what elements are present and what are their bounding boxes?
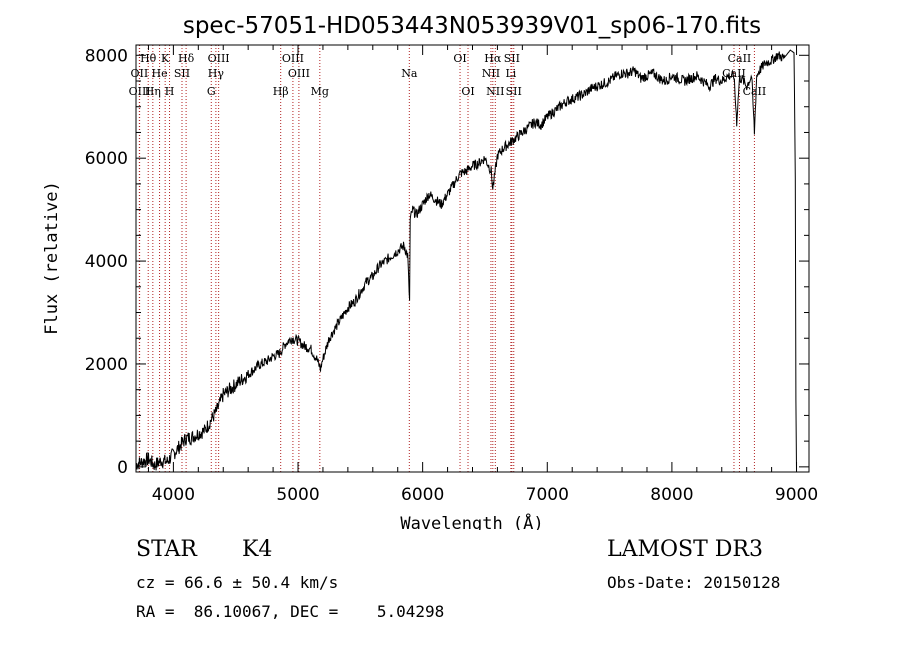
y-tick-label-1: 2000 [85,355,128,375]
line-label-20: NII [482,67,500,80]
line-markers [138,45,755,472]
x-tick-label-3: 7000 [526,485,569,505]
y-tick-label-3: 6000 [85,149,128,169]
line-label-24: SII [506,85,522,98]
line-label-2: OIII [129,85,151,98]
survey-name: LAMOST DR3 [607,537,763,562]
plot-frame [135,44,810,473]
chart-title: spec-57051-HD053443N053939V01_sp06-170.f… [183,13,761,39]
axis-ticks: 4000 5000 6000 7000 8000 9000 0 2000 4000 6000 800… [85,45,818,505]
line-label-6: SII [174,67,190,80]
line-label-4: He [152,67,168,80]
spectrum-chart: spec-57051-HD053443N053939V01_sp06-170.f… [42,13,818,530]
line-label-25: CaII [728,52,752,65]
redshift-velocity: cz = 66.6 ± 50.4 km/s [136,573,339,592]
line-label-19: Hα [484,52,502,65]
y-axis-label: Flux (relative) [42,181,62,335]
x-tick-label-0: 4000 [152,485,195,505]
line-label-22: SII [504,52,520,65]
line-label-21: NII [486,85,504,98]
line-label-11: G [207,85,216,98]
line-label-14: OIII [288,67,310,80]
spectrum-line [135,49,797,472]
line-label-15: Mg [311,85,329,98]
x-axis-label: Wavelength (Å) [400,512,543,530]
observation-date: Obs-Date: 20150128 [607,573,781,592]
spectral-subclass: K4 [242,537,273,562]
line-label-13: OIII [282,52,304,65]
line-label-27: CaII [743,85,767,98]
line-label-17: OI [453,52,466,65]
y-tick-label-2: 4000 [85,252,128,272]
line-label-16: Na [401,67,418,80]
x-tick-label-2: 6000 [401,485,444,505]
line-label-9: OIII [208,52,230,65]
ra-dec-coordinates: RA = 86.10067, DEC = 5.04298 [136,602,445,621]
line-label-12: Hβ [273,85,289,98]
x-tick-label-1: 5000 [276,485,319,505]
line-label-1: OII [131,67,149,80]
line-label-3: K [161,52,170,65]
line-label-8: Hδ [178,52,195,65]
x-tick-label-4: 8000 [650,485,693,505]
line-label-5: Hη [145,85,161,98]
y-tick-label-4: 8000 [85,46,128,66]
line-label-23: Li [505,67,516,80]
line-label-18: OI [461,85,474,98]
line-label-7: H [165,85,175,98]
x-tick-label-5: 9000 [775,485,818,505]
y-tick-label-0: 0 [117,458,128,478]
line-label-0: Hθ [140,52,157,65]
object-type: STAR [136,537,197,562]
line-label-10: Hγ [208,67,225,80]
